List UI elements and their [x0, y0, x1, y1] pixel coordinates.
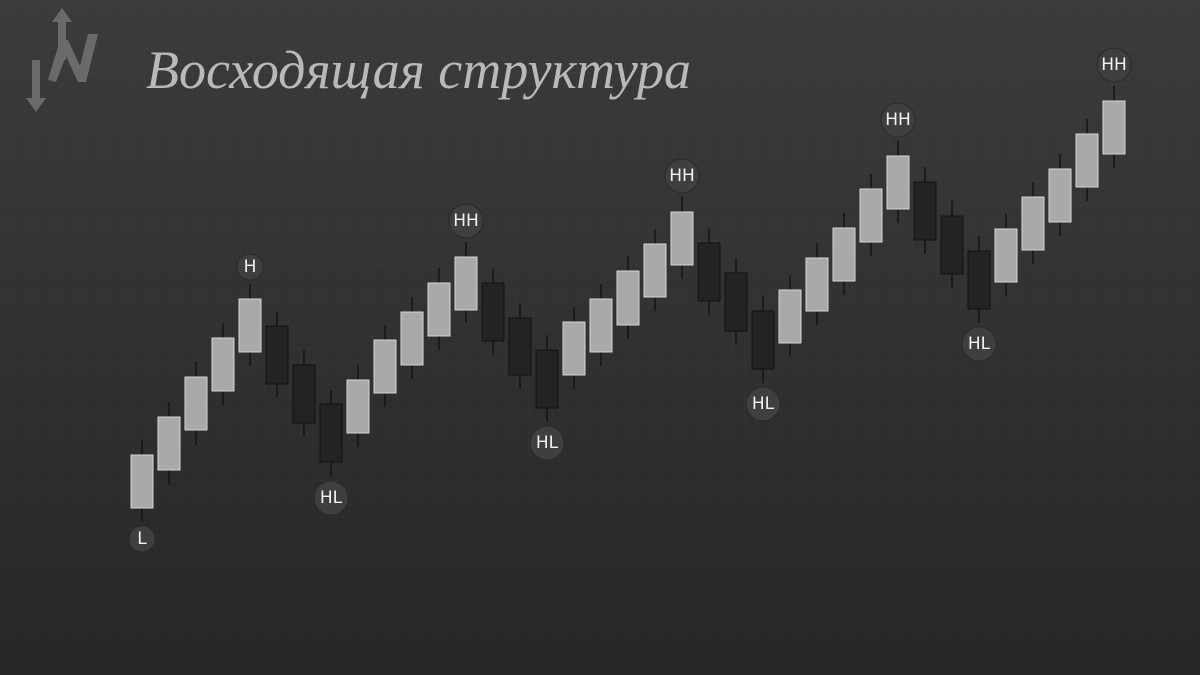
bear-body	[292, 364, 316, 424]
bull-body	[454, 256, 478, 311]
label-badge	[529, 425, 565, 461]
bull-body	[994, 228, 1018, 283]
bull-body	[616, 270, 640, 326]
bull-body	[859, 188, 883, 243]
bull-body	[805, 257, 829, 312]
bear-body	[913, 181, 937, 241]
bull-body	[211, 337, 235, 392]
bull-body	[832, 227, 856, 282]
label-badge	[236, 253, 264, 281]
bull-body	[1021, 196, 1045, 251]
bear-body	[724, 272, 748, 332]
label-badge	[1096, 47, 1132, 83]
bull-body	[886, 155, 910, 210]
structure-label: HH	[885, 110, 911, 130]
bull-body	[427, 282, 451, 337]
structure-label: HL	[968, 334, 991, 354]
bull-body	[778, 289, 802, 344]
label-badge	[745, 386, 781, 422]
plot: L H HL HH HL HH HL HH HL HH	[128, 47, 1132, 553]
bull-body	[184, 376, 208, 431]
bull-body	[643, 243, 667, 298]
label-badge	[313, 480, 349, 516]
structure-label: L	[137, 529, 147, 549]
label-badge	[961, 326, 997, 362]
structure-label: H	[244, 257, 257, 277]
label-badge	[128, 525, 156, 553]
label-badge	[664, 158, 700, 194]
bear-body	[481, 282, 505, 342]
bull-body	[670, 211, 694, 266]
bull-body	[562, 321, 586, 376]
structure-label: HH	[453, 211, 479, 231]
bull-body	[1048, 168, 1072, 223]
bull-body	[238, 298, 262, 353]
bear-body	[535, 349, 559, 409]
bear-body	[508, 317, 532, 376]
label-badge	[880, 102, 916, 138]
bull-body	[157, 416, 181, 471]
bull-body	[589, 298, 613, 353]
bull-body	[1102, 100, 1126, 155]
bull-body	[400, 311, 424, 366]
bear-body	[751, 310, 775, 370]
bull-body	[1075, 133, 1099, 188]
bear-body	[697, 242, 721, 302]
bull-body	[130, 454, 154, 509]
bull-body	[346, 379, 370, 434]
label-badge	[448, 203, 484, 239]
logo	[26, 8, 98, 112]
structure-label: HH	[1101, 55, 1127, 75]
bull-body	[373, 339, 397, 394]
structure-label: HL	[536, 433, 559, 453]
bear-body	[967, 250, 991, 310]
bear-body	[940, 215, 964, 275]
structure-label: HL	[752, 394, 775, 414]
structure-label: HH	[669, 166, 695, 186]
chart-title: Восходящая структура	[146, 40, 691, 100]
structure-label: HL	[320, 488, 343, 508]
bear-body	[265, 325, 289, 385]
bear-body	[319, 403, 343, 463]
